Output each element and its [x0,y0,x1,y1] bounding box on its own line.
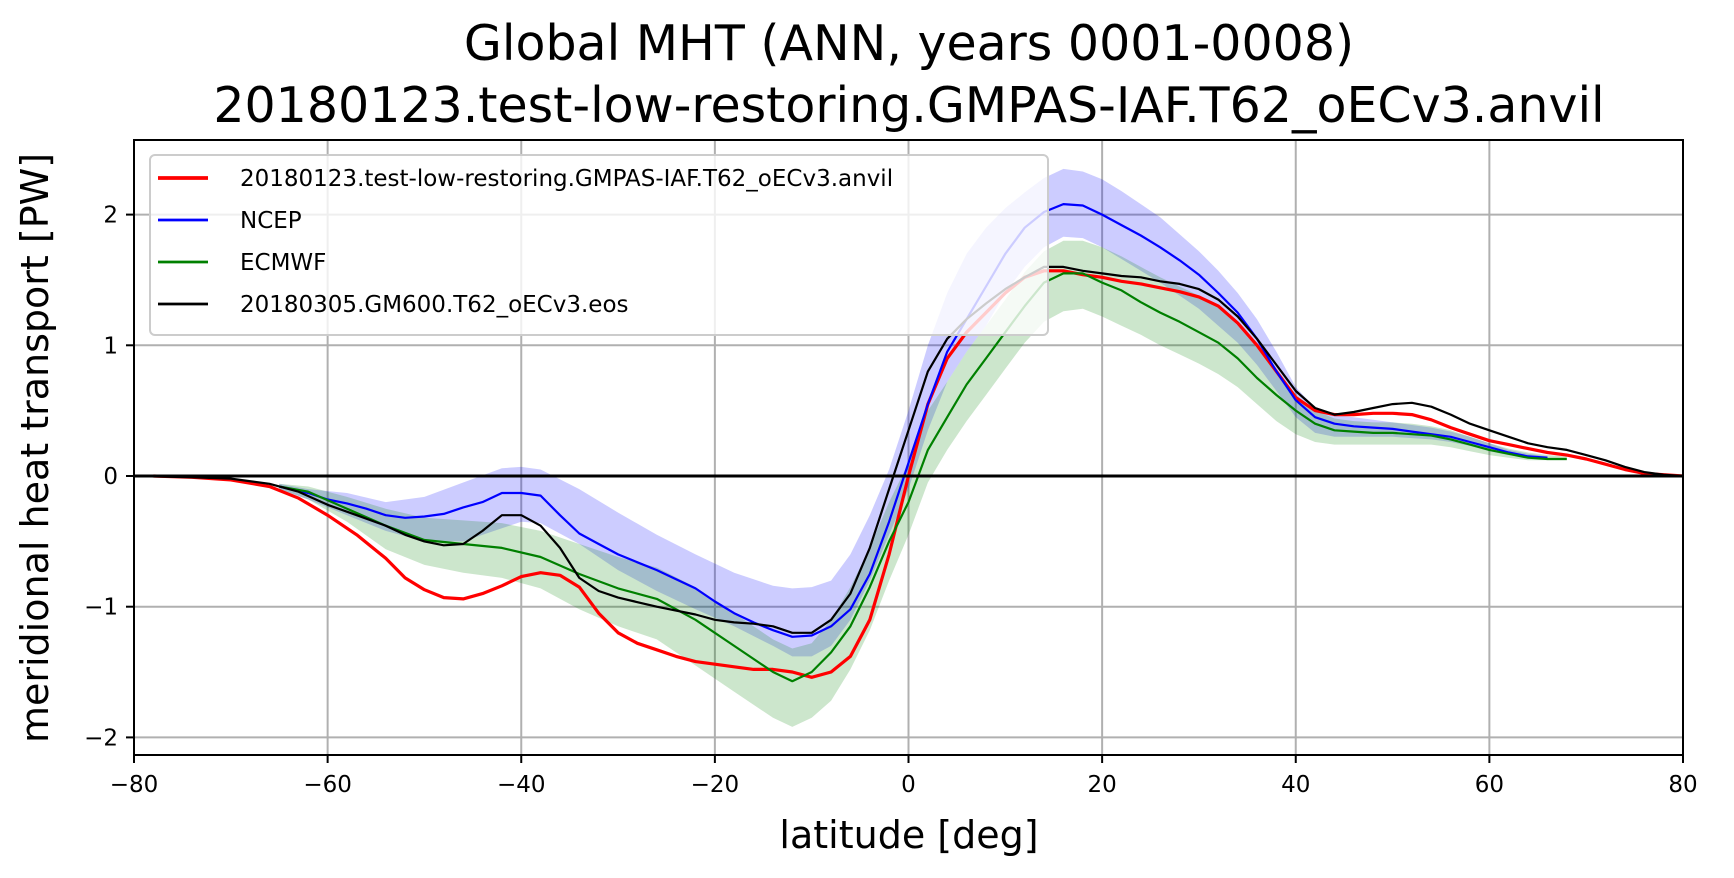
y-tick-label: 0 [103,464,118,490]
legend-label-ncep: NCEP [240,208,302,234]
legend-box [149,154,1049,336]
y-tick-label: 2 [103,203,118,229]
x-tick-label: 20 [1087,772,1116,798]
x-tick-label: 60 [1475,772,1504,798]
legend-label-test-low-restoring: 20180123.test-low-restoring.GMPAS-IAF.T6… [240,166,893,192]
x-tick-label: 0 [901,772,916,798]
chart-subtitle: 20180123.test-low-restoring.GMPAS-IAF.T6… [213,77,1604,134]
y-axis-label: meridional heat transport [PW] [13,153,57,743]
x-axis-label: latitude [deg] [779,813,1038,857]
y-tick-label: −1 [84,595,118,621]
x-axis-ticks: −80 −60 −40 −20 0 20 40 60 80 [110,755,1698,798]
x-tick-label: −20 [691,772,740,798]
legend-label-ecmwf: ECMWF [240,250,326,276]
legend-label-gm600-eos: 20180305.GM600.T62_oECv3.eos [240,292,629,318]
series-ncep [278,203,1548,638]
y-tick-label: −2 [84,725,118,751]
chart-title: Global MHT (ANN, years 0001-0008) [464,15,1354,72]
legend: 20180123.test-low-restoring.GMPAS-IAF.T6… [149,154,1049,336]
x-tick-label: 80 [1668,772,1697,798]
x-tick-label: −40 [497,772,546,798]
x-tick-label: −60 [303,772,352,798]
x-tick-label: −80 [110,772,159,798]
y-tick-label: 1 [103,333,118,359]
y-axis-ticks: −2 −1 0 1 2 [84,203,134,751]
band-ecmwf [279,240,1567,727]
x-tick-label: 40 [1281,772,1310,798]
